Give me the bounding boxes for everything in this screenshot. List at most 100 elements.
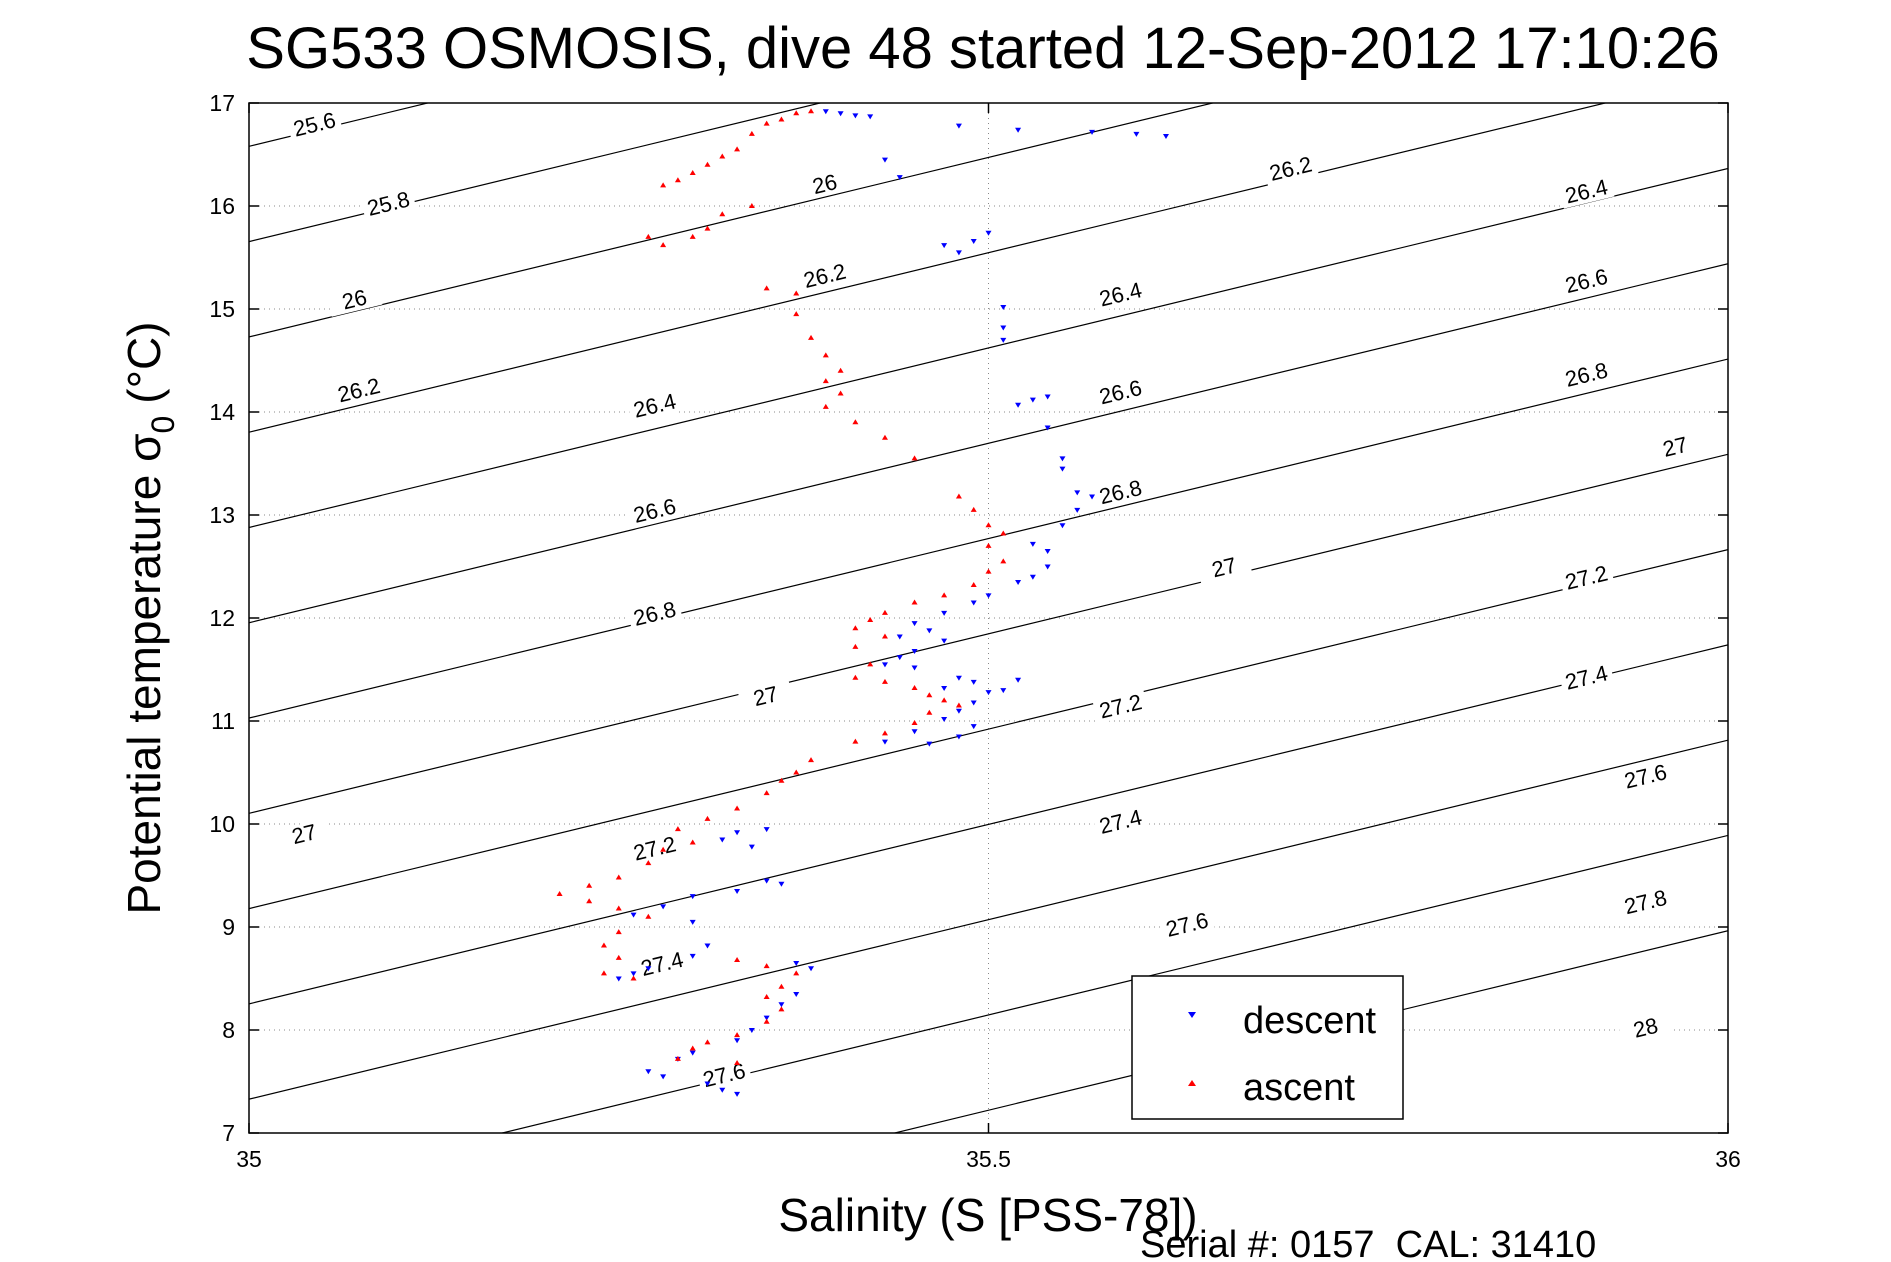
descent-point [955,708,962,714]
descent-point [763,878,770,884]
descent-point [719,1087,726,1093]
descent-point [911,729,918,735]
contour-label-bg [326,283,383,317]
descent-point [1059,466,1066,472]
contour-label-bg [1196,550,1253,585]
descent-point [778,1002,785,1008]
descent-point [955,123,962,129]
contour-label-bg [1092,689,1149,724]
ascent-point [704,815,711,821]
x-tick-labels: 35 35.5 36 [236,1146,1741,1172]
contour-label-bg [1558,264,1615,299]
descent-point [941,686,948,692]
contour-label-bg [626,832,683,866]
descent-point [1089,494,1096,500]
descent-point [955,675,962,681]
descent-point [911,648,918,654]
descent-series [615,109,1169,1097]
contour-label-bg [737,679,794,714]
descent-point [941,716,948,722]
descent-point [822,109,829,115]
contour-label: 27 [1647,430,1704,465]
ascent-point [867,617,874,623]
contour-label: 26.4 [1092,277,1149,312]
ascent-point [615,874,622,880]
ascent-point [674,826,681,832]
descent-point [1000,688,1007,694]
ascent-point [1000,558,1007,564]
x-tick-label: 36 [1715,1146,1741,1172]
descent-point [941,638,948,644]
ascent-point [808,757,815,763]
descent-point [734,1091,741,1097]
ascent-point [763,285,770,291]
descent-point [1044,394,1051,400]
contour-label-bg [1262,152,1319,186]
y-tick-label: 15 [209,296,235,322]
legend: descent ascent [1131,975,1404,1120]
ascent-point [955,702,962,708]
contour-label-bg [1159,908,1216,942]
ascent-point [763,790,770,796]
descent-point [689,894,696,900]
descent-point [615,976,622,982]
y-axis-label-subscript: 0 [145,416,181,434]
contour-label-bg [1647,430,1704,465]
descent-point [881,662,888,668]
contour-label: 27 [737,679,794,714]
contour-label-bg [276,817,333,852]
contour-label-text: 27 [1209,552,1239,582]
ascent-point [793,970,800,976]
descent-point [1029,397,1036,403]
ascent-point [674,1055,681,1061]
ascent-point [600,970,607,976]
legend-box [1131,975,1404,1120]
descent-point [896,634,903,640]
contour-label-bg [696,1058,753,1093]
ascent-point [985,522,992,528]
ascent-point [674,177,681,183]
ascent-point [704,225,711,231]
ascent-point [911,455,918,461]
ascent-point [970,506,977,512]
descent-point [1000,337,1007,343]
descent-point [645,1069,652,1075]
descent-point [896,175,903,181]
ascent-point [911,599,918,605]
ascent-point [911,685,918,691]
descent-point [763,827,770,833]
ascent-point [837,367,844,373]
contour-label-bg [626,597,683,631]
descent-point [1044,564,1051,570]
contour-label-bg [634,947,691,982]
descent-point [689,953,696,959]
ascent-point [793,110,800,116]
ascent-point [586,898,593,904]
ascent-point [822,378,829,384]
ascent-point [955,493,962,499]
y-tick-label: 14 [209,399,235,425]
contour-label-bg [797,167,853,202]
descent-point [1059,456,1066,462]
descent-point [1074,490,1081,496]
descent-point [704,943,711,949]
ascent-point [941,697,948,703]
contour-label-bg [1558,561,1615,595]
isopycnal-line [249,453,1728,814]
descent-point [689,1050,696,1056]
descent-point [1059,523,1066,529]
descent-point [1074,507,1081,513]
isopycnal-line [249,358,1728,719]
contour-label-bg [1617,1011,1674,1045]
descent-point [734,1038,741,1044]
contour-label-bg [1617,760,1674,794]
descent-point [955,734,962,740]
descent-point [1162,133,1169,139]
descent-point [881,739,888,745]
ascent-point [970,582,977,588]
descent-point [1029,541,1036,547]
descent-point [1044,549,1051,555]
ascent-point [719,211,726,217]
ascent-point [852,643,859,649]
isopycnal-line [249,644,1728,1005]
